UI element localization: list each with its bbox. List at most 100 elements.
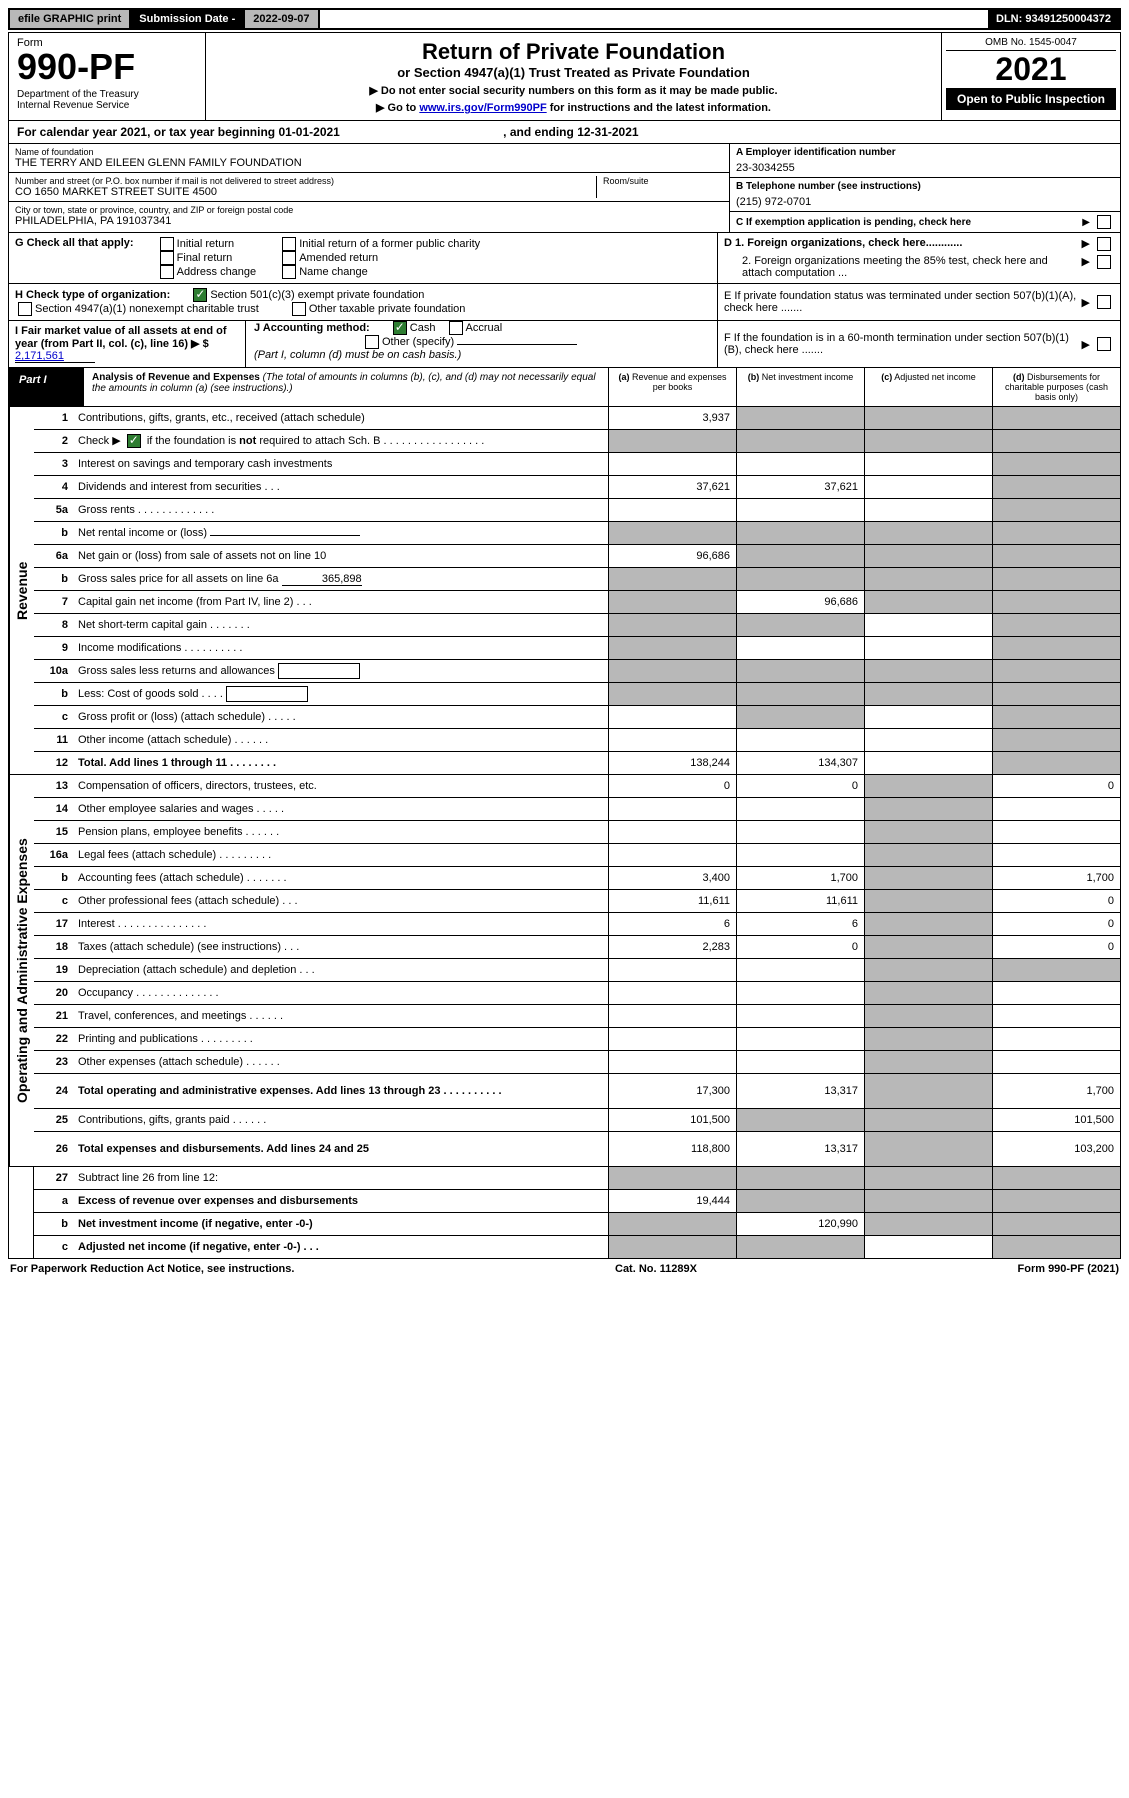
row-27c: c Adjusted net income (if negative, ente… — [34, 1236, 1120, 1258]
cell-b — [736, 1190, 864, 1212]
i-label: I Fair market value of all assets at end… — [15, 325, 227, 350]
row-num: b — [34, 571, 72, 587]
note-goto: ▶ Go to www.irs.gov/Form990PF for instru… — [212, 101, 935, 114]
g-address-checkbox[interactable] — [160, 265, 174, 279]
cell-d: 0 — [992, 890, 1120, 912]
row-10b: b Less: Cost of goods sold . . . . — [34, 683, 1120, 706]
cell-a: 118,800 — [608, 1132, 736, 1166]
entity-right: A Employer identification number 23-3034… — [729, 144, 1120, 232]
d1-checkbox[interactable] — [1097, 237, 1111, 251]
dln-value: DLN: 93491250004372 — [988, 10, 1119, 28]
cell-a — [608, 683, 736, 705]
cell-a — [608, 1167, 736, 1189]
h-other-checkbox[interactable] — [292, 302, 306, 316]
form990pf-link[interactable]: www.irs.gov/Form990PF — [419, 102, 546, 114]
cell-b — [736, 407, 864, 429]
h-4947-checkbox[interactable] — [18, 302, 32, 316]
cell-b — [736, 568, 864, 590]
cell-d: 101,500 — [992, 1109, 1120, 1131]
r2-pre: Check ▶ — [78, 435, 124, 447]
cell-a — [608, 522, 736, 544]
ein-label: A Employer identification number — [736, 147, 1114, 158]
cell-c — [864, 614, 992, 636]
j-other-checkbox[interactable] — [365, 335, 379, 349]
r5b-field[interactable] — [210, 535, 360, 536]
line27-rows: 27 Subtract line 26 from line 12: a Exce… — [34, 1167, 1120, 1258]
r10b-field[interactable] — [226, 686, 308, 702]
h-501c3-checkbox[interactable] — [193, 288, 207, 302]
row-label: Less: Cost of goods sold . . . . — [72, 684, 608, 704]
row-label: Pension plans, employee benefits . . . .… — [72, 824, 608, 840]
d2-checkbox[interactable] — [1097, 255, 1111, 269]
j-accrual-label: Accrual — [466, 322, 503, 334]
e-label: E If private foundation status was termi… — [724, 290, 1078, 314]
cell-b: 120,990 — [736, 1213, 864, 1235]
cell-c — [864, 706, 992, 728]
cell-d: 1,700 — [992, 867, 1120, 889]
g-amended-checkbox[interactable] — [282, 251, 296, 265]
g-initial-public-checkbox[interactable] — [282, 237, 296, 251]
i-f-row: I Fair market value of all assets at end… — [8, 321, 1121, 368]
row-label: Net gain or (loss) from sale of assets n… — [72, 548, 608, 564]
cell-c — [864, 476, 992, 498]
cell-b — [736, 1109, 864, 1131]
col-a-header: (a) (a) Revenue and expenses per booksRe… — [608, 368, 736, 406]
g-final-checkbox[interactable] — [160, 251, 174, 265]
cell-d: 0 — [992, 936, 1120, 958]
cell-c — [864, 683, 992, 705]
row-label: Check ▶ if the foundation is not require… — [72, 432, 608, 450]
row-10c: c Gross profit or (loss) (attach schedul… — [34, 706, 1120, 729]
cell-a — [608, 729, 736, 751]
row-19: 19 Depreciation (attach schedule) and de… — [34, 959, 1120, 982]
footer-right: Form 990-PF (2021) — [1018, 1263, 1120, 1275]
j-cash-checkbox[interactable] — [393, 321, 407, 335]
f-checkbox[interactable] — [1097, 337, 1111, 351]
row-16b: b Accounting fees (attach schedule) . . … — [34, 867, 1120, 890]
row-num: 12 — [34, 755, 72, 771]
e-checkbox[interactable] — [1097, 295, 1111, 309]
cell-c — [864, 430, 992, 452]
cell-d — [992, 430, 1120, 452]
cell-c — [864, 1190, 992, 1212]
cell-d — [992, 959, 1120, 981]
row-label: Dividends and interest from securities .… — [72, 479, 608, 495]
row-num: 17 — [34, 916, 72, 932]
calyear-mid: , and ending — [500, 125, 577, 139]
row-label: Adjusted net income (if negative, enter … — [72, 1239, 608, 1255]
c-checkbox[interactable] — [1097, 215, 1111, 229]
r5b-label: Net rental income or (loss) — [78, 527, 207, 539]
page-footer: For Paperwork Reduction Act Notice, see … — [8, 1259, 1121, 1279]
row-num: 21 — [34, 1008, 72, 1024]
row-label: Net short-term capital gain . . . . . . … — [72, 617, 608, 633]
g-name-checkbox[interactable] — [282, 265, 296, 279]
g-initial-checkbox[interactable] — [160, 237, 174, 251]
cell-c — [864, 568, 992, 590]
row-num: 6a — [34, 548, 72, 564]
cell-b — [736, 982, 864, 1004]
submission-date-label: Submission Date - — [131, 10, 245, 28]
cell-b — [736, 499, 864, 521]
j-other-field[interactable] — [457, 344, 577, 345]
cell-b: 37,621 — [736, 476, 864, 498]
row-23: 23 Other expenses (attach schedule) . . … — [34, 1051, 1120, 1074]
g-opt-name: Name change — [299, 266, 368, 278]
row-num: c — [34, 1239, 72, 1255]
cell-a: 101,500 — [608, 1109, 736, 1131]
row-num: b — [34, 1216, 72, 1232]
f-section: F If the foundation is in a 60-month ter… — [717, 321, 1120, 367]
r10a-field[interactable] — [278, 663, 360, 679]
entity-info-block: Name of foundation THE TERRY AND EILEEN … — [8, 144, 1121, 233]
j-accrual-checkbox[interactable] — [449, 321, 463, 335]
efile-print-label[interactable]: efile GRAPHIC print — [10, 10, 131, 28]
row-num: 22 — [34, 1031, 72, 1047]
cell-c — [864, 545, 992, 567]
row-15: 15 Pension plans, employee benefits . . … — [34, 821, 1120, 844]
cell-b — [736, 660, 864, 682]
cell-d — [992, 614, 1120, 636]
cell-b — [736, 959, 864, 981]
row-num: 15 — [34, 824, 72, 840]
schb-checkbox[interactable] — [127, 434, 141, 448]
cell-a: 17,300 — [608, 1074, 736, 1108]
fmv-value-link[interactable]: 2,171,561 — [15, 350, 95, 363]
city-state-zip: PHILADELPHIA, PA 191037341 — [15, 215, 723, 227]
